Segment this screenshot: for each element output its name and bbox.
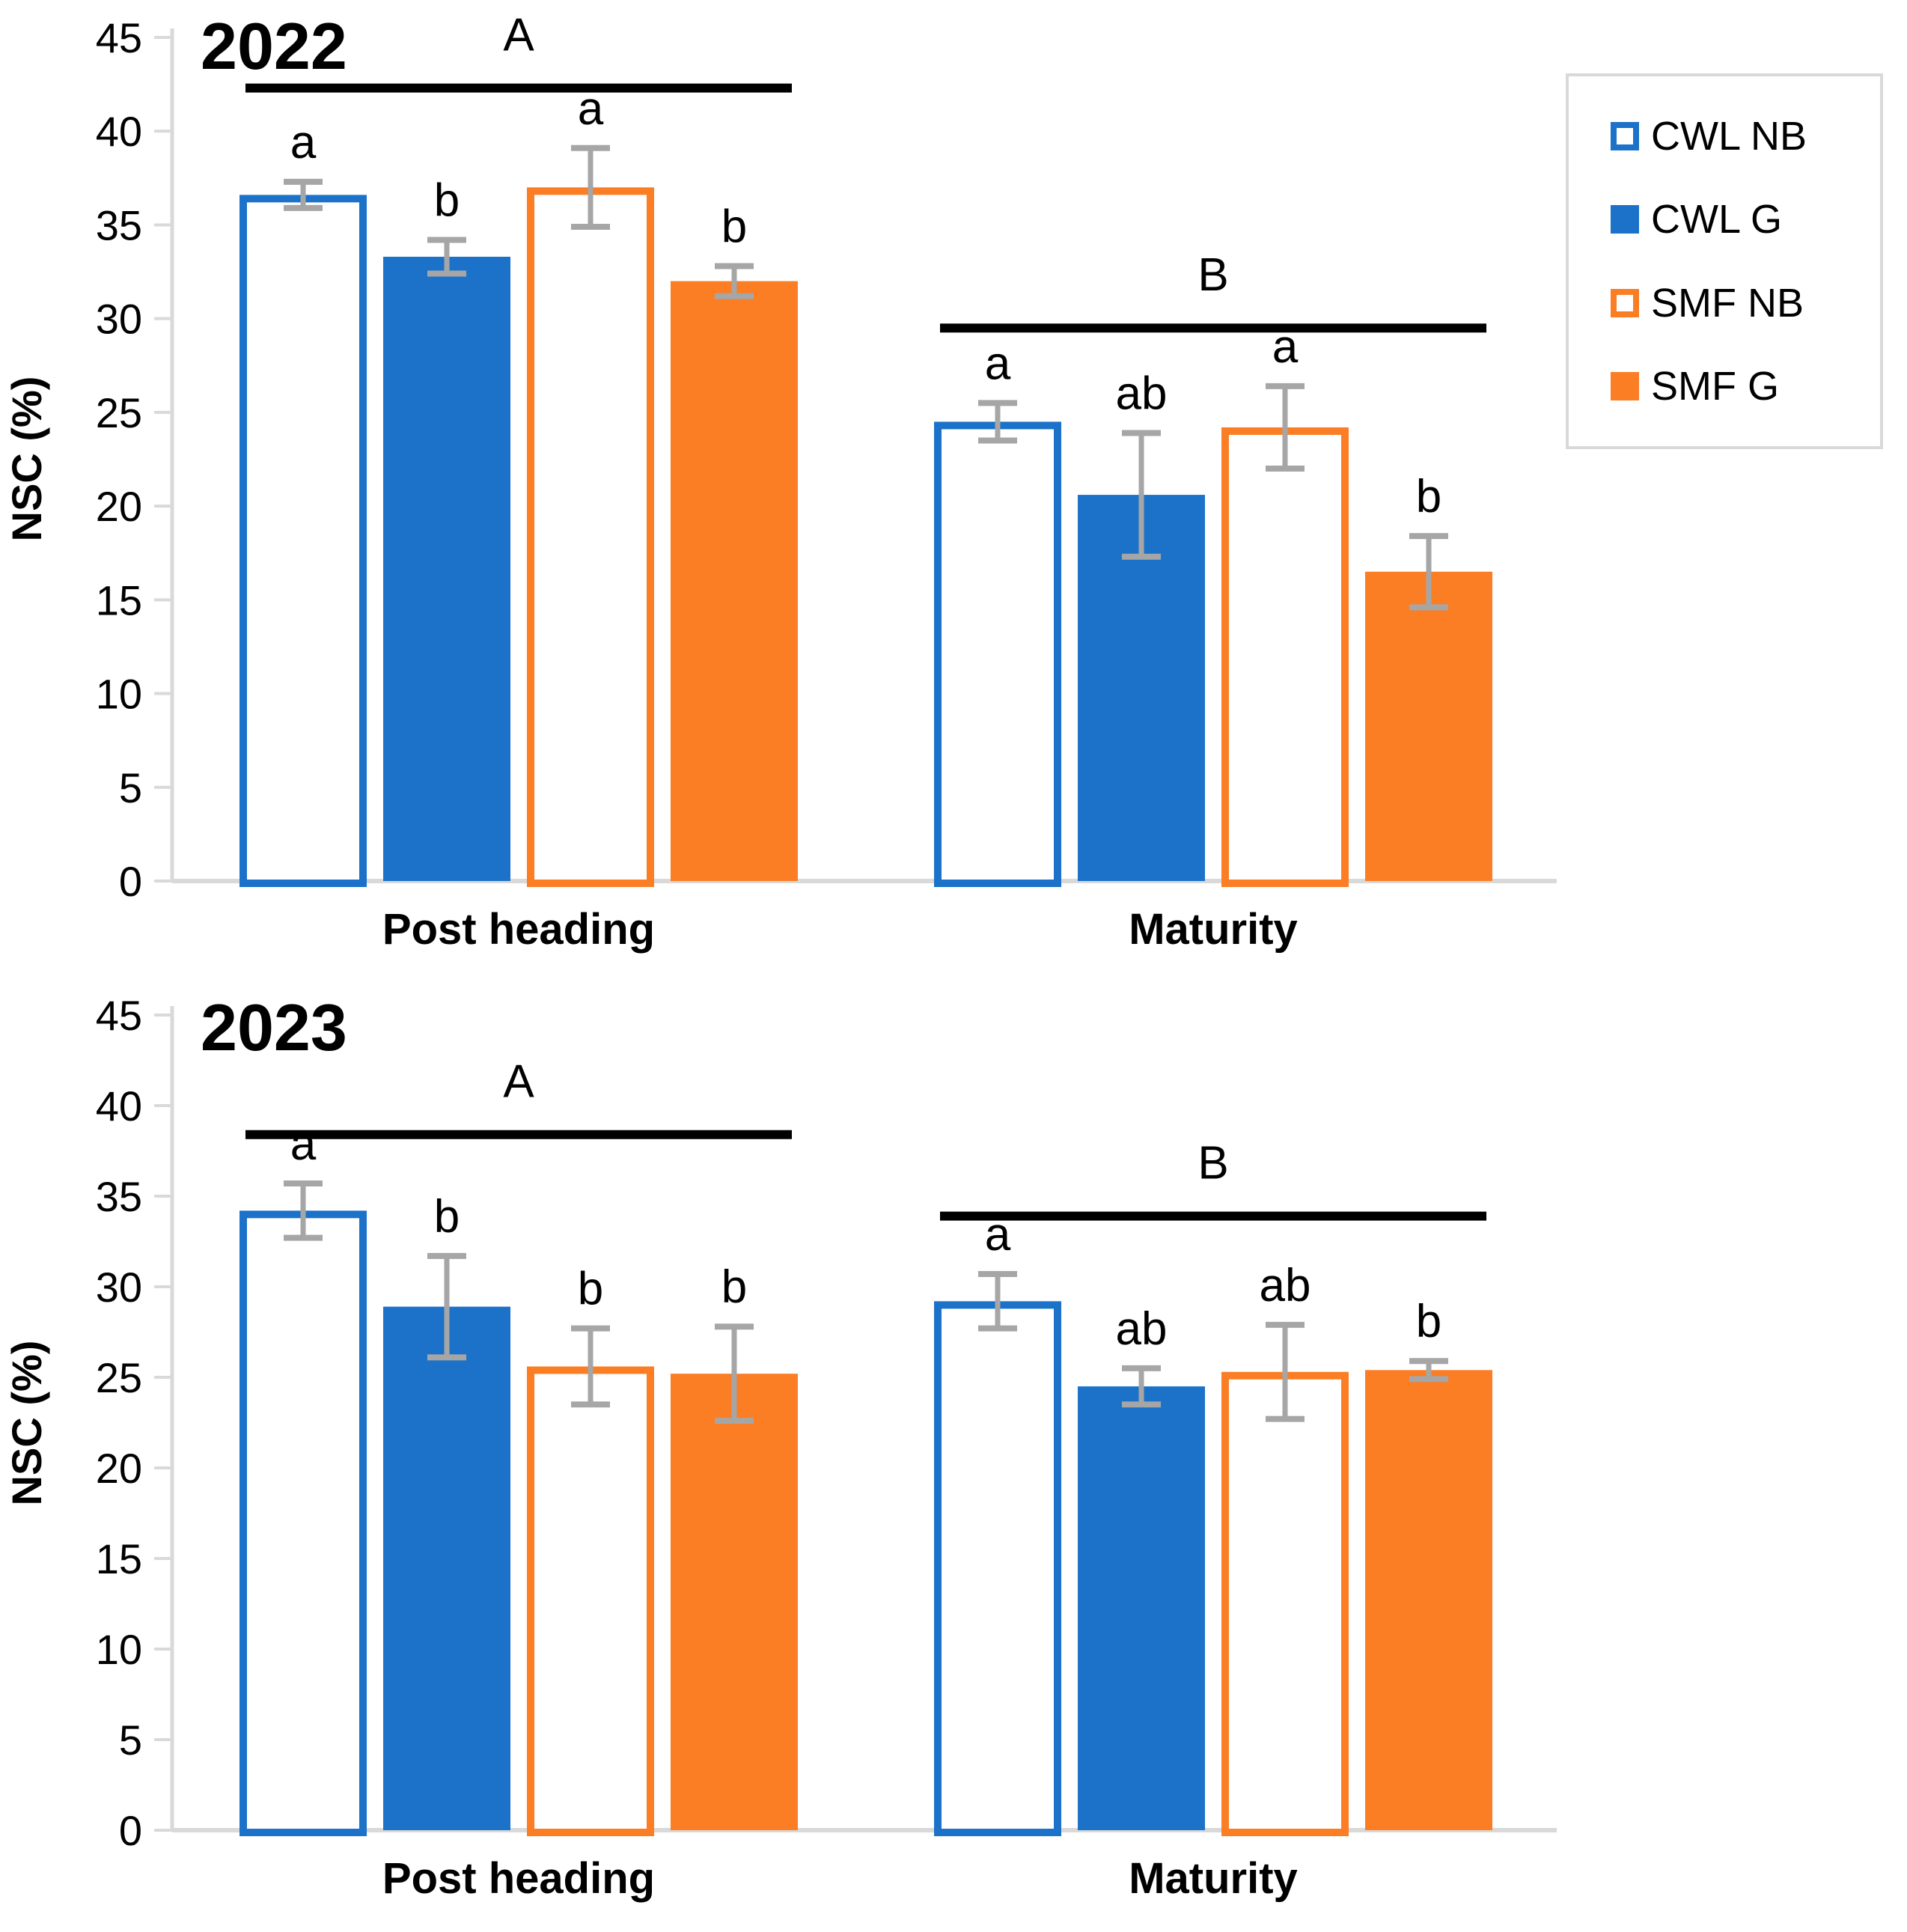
bar-cwl-nb: [934, 421, 1061, 887]
y-tick-label: 25: [96, 1354, 142, 1401]
significance-letter: b: [578, 1264, 603, 1315]
legend-label: CWL NB: [1651, 114, 1807, 159]
y-tick-label: 15: [96, 1535, 142, 1582]
y-tick-label: 20: [96, 1445, 142, 1492]
y-tick-label: 5: [119, 764, 142, 811]
category-label-maturity: Maturity: [1129, 1854, 1298, 1903]
significance-letter: b: [1416, 471, 1441, 522]
legend-item-smf-nb: SMF NB: [1611, 280, 1880, 326]
legend-label: SMF NB: [1651, 280, 1804, 326]
significance-letter: b: [721, 1261, 747, 1313]
legend: CWL NB CWL G SMF NB SMF G: [1566, 73, 1883, 449]
significance-letter: b: [1416, 1296, 1441, 1347]
bar-cwl-g: [1078, 1386, 1205, 1830]
legend-label: SMF G: [1651, 363, 1779, 409]
y-axis-label: NSC (%): [3, 1341, 50, 1506]
y-tick-label: 5: [119, 1716, 142, 1764]
significance-letter: a: [985, 338, 1011, 389]
y-tick-label: 40: [96, 108, 142, 155]
chart-title-2022: 2022: [201, 9, 347, 83]
y-tick-label: 25: [96, 389, 142, 436]
group-significance-letter: B: [1197, 1138, 1228, 1189]
y-tick-label: 0: [119, 1807, 142, 1854]
significance-letter: b: [434, 174, 460, 226]
significance-letter: a: [290, 117, 317, 168]
bar-cwl-nb: [239, 195, 367, 887]
significance-letter: b: [721, 201, 747, 253]
bar-cwl-nb: [239, 1210, 367, 1836]
y-tick-label: 10: [96, 671, 142, 718]
y-tick-label: 30: [96, 296, 142, 343]
group-significance-letter: A: [503, 10, 534, 61]
legend-item-cwl-nb: CWL NB: [1611, 113, 1880, 159]
significance-letter: b: [434, 1191, 460, 1243]
bar-smf-nb: [527, 187, 654, 888]
bar-smf-g: [671, 1374, 798, 1830]
y-tick-label: 10: [96, 1626, 142, 1673]
y-tick-label: 45: [96, 14, 142, 61]
significance-letter: ab: [1116, 1303, 1168, 1355]
bar-smf-nb: [527, 1366, 654, 1836]
y-tick-label: 35: [96, 201, 142, 249]
y-tick-label: 20: [96, 483, 142, 530]
bar-cwl-nb: [934, 1301, 1061, 1836]
bar-cwl-g: [383, 257, 510, 881]
y-tick-label: 35: [96, 1173, 142, 1220]
category-label-maturity: Maturity: [1129, 905, 1298, 954]
legend-label: CWL G: [1651, 197, 1782, 243]
significance-letter: ab: [1260, 1260, 1311, 1311]
filled-swatch-icon: [1611, 205, 1639, 234]
outline-swatch-icon: [1611, 122, 1639, 151]
group-significance-letter: B: [1197, 249, 1228, 301]
legend-item-smf-g: SMF G: [1611, 363, 1880, 409]
y-axis-label: NSC (%): [3, 377, 50, 542]
y-tick-label: 45: [96, 992, 142, 1039]
significance-letter: ab: [1116, 368, 1168, 419]
y-tick-label: 15: [96, 576, 142, 624]
category-label-post-heading: Post heading: [382, 1854, 655, 1903]
group-significance-letter: A: [503, 1056, 534, 1108]
bar-smf-nb: [1221, 1371, 1349, 1836]
bar-smf-g: [671, 281, 798, 882]
filled-swatch-icon: [1611, 371, 1639, 400]
outline-swatch-icon: [1611, 288, 1639, 317]
chart-title-2023: 2023: [201, 990, 347, 1064]
bar-smf-g: [1365, 571, 1492, 881]
y-tick-label: 40: [96, 1082, 142, 1130]
y-tick-label: 0: [119, 858, 142, 905]
legend-item-cwl-g: CWL G: [1611, 196, 1880, 243]
category-label-post-heading: Post heading: [382, 905, 655, 954]
bar-smf-g: [1365, 1370, 1492, 1830]
bar-cwl-g: [383, 1306, 510, 1830]
bar-smf-nb: [1221, 427, 1349, 887]
significance-letter: a: [290, 1118, 317, 1170]
y-tick-label: 30: [96, 1264, 142, 1311]
